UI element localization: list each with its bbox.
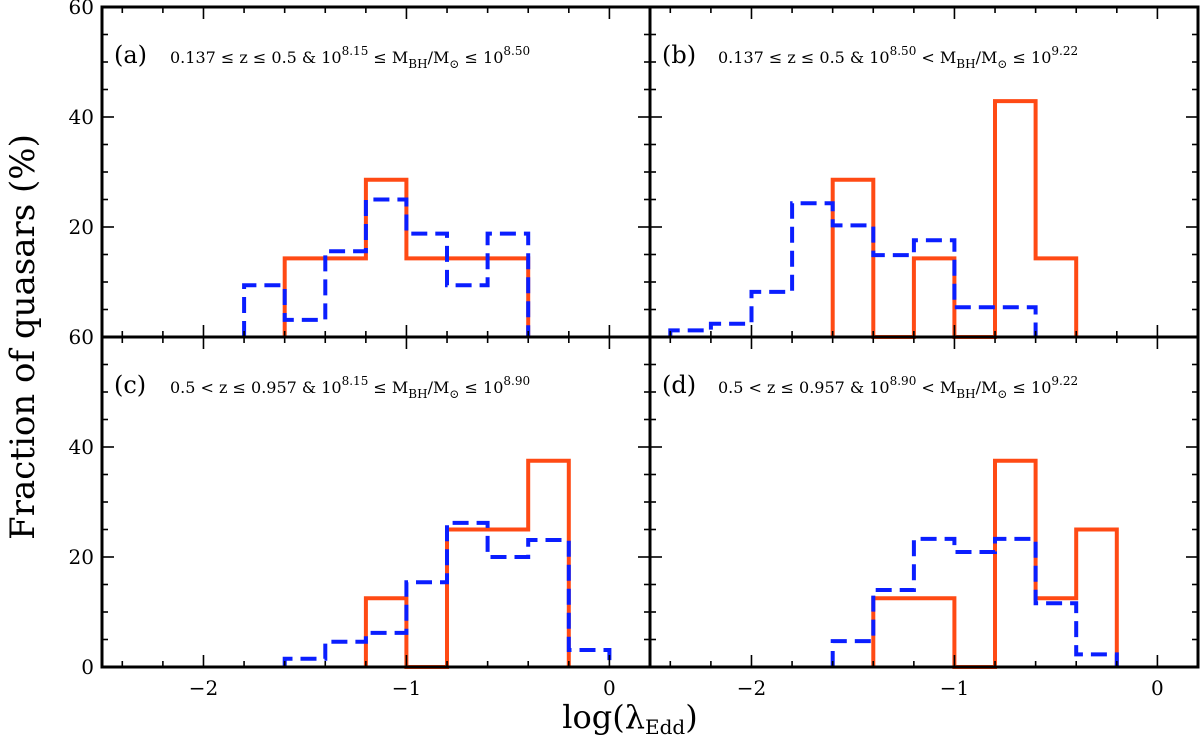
y-tick-label: 20 bbox=[69, 215, 94, 239]
panel-condition: 0.5 < z ≤ 0.957 & 108.90 < MBH/M⊙ ≤ 109.… bbox=[718, 374, 1078, 401]
panel-label: (d) bbox=[662, 371, 696, 399]
series-dashed-b bbox=[668, 201, 1038, 337]
panel-a: 20 40 60 (a) 0.137 ≤ z ≤ 0.5 & 108.15 ≤ MBH/… bbox=[69, 0, 651, 338]
y-tick-label: 0 bbox=[81, 655, 94, 679]
panel-label: (c) bbox=[114, 371, 146, 399]
panel-label: (a) bbox=[114, 41, 147, 69]
panel-label: (b) bbox=[662, 41, 696, 69]
panel-condition: 0.5 < z ≤ 0.957 & 108.15 ≤ MBH/M⊙ ≤ 108.… bbox=[170, 374, 530, 401]
y-tick-label: 40 bbox=[69, 105, 94, 129]
x-tick-label: −1 bbox=[940, 676, 969, 700]
series-solid-c bbox=[363, 458, 571, 669]
series-dashed-c bbox=[282, 520, 612, 667]
panel-c: 0 20 40 60 −2 −1 0 (c) 0.5 < z ≤ 0.957 & 108.15 … bbox=[69, 325, 651, 700]
x-axis-label: log(λEdd) bbox=[562, 698, 697, 736]
x-tick-label: 0 bbox=[1151, 676, 1164, 700]
x-tick-label: −2 bbox=[737, 676, 766, 700]
x-tick-label: 0 bbox=[603, 676, 616, 700]
series-solid-d bbox=[871, 458, 1119, 669]
x-tick-label: −2 bbox=[189, 676, 218, 700]
y-tick-label: 60 bbox=[69, 325, 94, 349]
series-solid-a bbox=[282, 177, 531, 337]
series-solid-b bbox=[830, 99, 1079, 339]
y-tick-label: 20 bbox=[69, 545, 94, 569]
panel-b: (b) 0.137 ≤ z ≤ 0.5 & 108.50 < MBH/M⊙ ≤ 1… bbox=[650, 6, 1199, 339]
panel-d: −2 −1 0 (d) 0.5 < z ≤ 0.957 & 108.90 < MBH/M… bbox=[650, 336, 1199, 700]
series-dashed-a bbox=[242, 197, 531, 337]
x-tick-label: −1 bbox=[392, 676, 421, 700]
y-tick-label: 40 bbox=[69, 435, 94, 459]
panel-condition: 0.137 ≤ z ≤ 0.5 & 108.50 < MBH/M⊙ ≤ 109.… bbox=[718, 44, 1078, 71]
panel-condition: 0.137 ≤ z ≤ 0.5 & 108.15 ≤ MBH/M⊙ ≤ 108.… bbox=[170, 44, 530, 71]
series-dashed-d bbox=[830, 536, 1119, 667]
y-tick-label: 60 bbox=[69, 0, 94, 19]
y-axis-label: Fraction of quasars (%) bbox=[3, 134, 43, 540]
